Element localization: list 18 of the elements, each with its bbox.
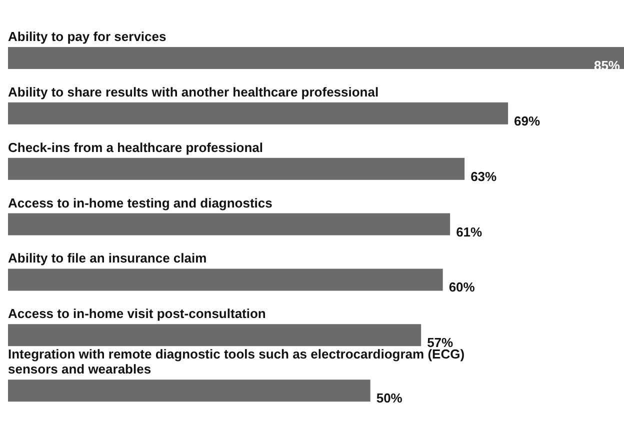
y-tick-label: Ability to share results with another healthcare professional [8,84,379,100]
bar [8,158,465,180]
y-tick-label: Ability to file an insurance claim [8,250,207,266]
bar [8,324,422,346]
data-label: 50% [376,390,403,406]
bar [8,213,450,236]
bar [8,380,370,402]
bar [8,47,624,69]
data-label: 60% [448,280,476,295]
data-label: 61% [456,224,483,240]
data-label: 63% [470,168,498,184]
y-tick-label: Access to in-home testing and diagnostics [8,195,272,210]
bar [8,268,443,291]
y-tick-label: Ability to pay for services [8,29,166,44]
data-label: 69% [514,113,541,128]
y-tick-label: Check-ins from a healthcare professional [8,140,264,155]
y-tick-label: Access to in-home visit post-consultation [8,306,266,322]
bar [8,102,508,124]
